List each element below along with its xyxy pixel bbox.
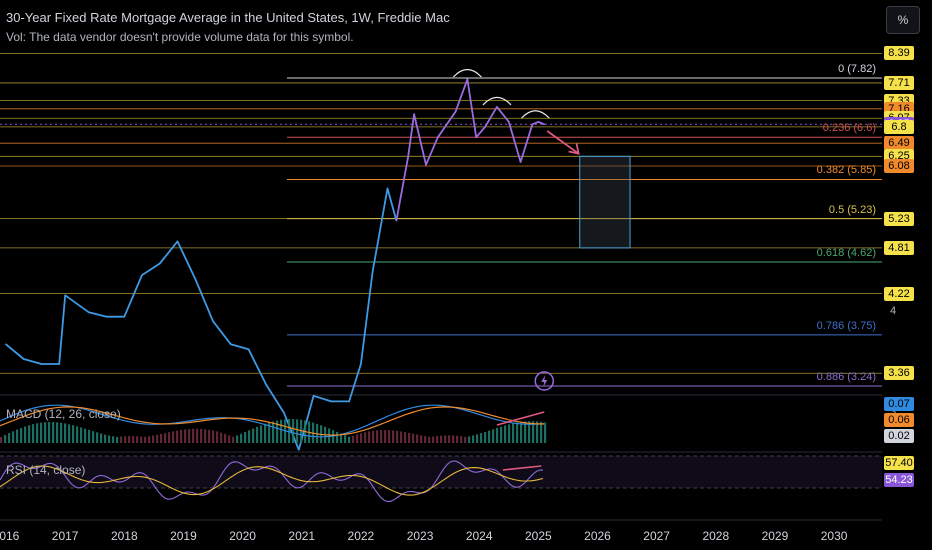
fib-label-4: 0.618 (4.62) [816, 246, 876, 259]
price-point-32 [484, 126, 486, 128]
x-tick-2023: 2023 [406, 529, 434, 543]
x-tick-2026: 2026 [584, 529, 611, 543]
volume-note: Vol: The data vendor doesn't provide vol… [6, 30, 354, 44]
price-point-5 [88, 311, 90, 314]
fib-label-0: 0 (7.82) [838, 63, 876, 75]
price-point-11 [194, 278, 197, 280]
price-point-38 [543, 123, 546, 126]
fib-label-1: 0.236 (6.6) [822, 122, 876, 135]
macd-badge-2: 0.02 [884, 429, 914, 443]
fib-label-6: 0.886 (3.24) [816, 371, 876, 383]
price-point-25 [407, 155, 410, 158]
x-tick-2020: 2020 [229, 529, 256, 543]
percent-scale-button[interactable]: % [886, 6, 920, 34]
projection-arrow [546, 130, 580, 155]
x-tick-2017: 2017 [51, 529, 79, 543]
price-badge-9: 6.08 [884, 158, 914, 173]
macd-badge-1: 0.06 [884, 413, 914, 427]
lightning-icon-bolt [541, 375, 548, 387]
price-point-10 [176, 240, 179, 243]
price-point-30 [466, 78, 469, 81]
peak-arc-2 [520, 110, 550, 119]
x-tick-2028: 2028 [702, 529, 730, 543]
price-point-27 [425, 164, 427, 166]
price-point-3 [58, 363, 61, 365]
price-point-2 [40, 363, 43, 365]
rsi-divergence-line [502, 465, 542, 471]
x-tick-2024: 2024 [465, 529, 493, 543]
price-badge-6: 6.8 [884, 119, 914, 134]
price-point-9 [158, 262, 161, 265]
price-point-16 [283, 412, 285, 414]
price-badge-13: 3.36 [884, 366, 914, 381]
peak-arc-1 [482, 96, 512, 106]
price-badge-0: 8.39 [884, 46, 914, 61]
price-point-4 [64, 294, 66, 297]
price-point-22 [371, 270, 374, 272]
x-tick-2019: 2019 [170, 529, 197, 543]
y-tick-0: 4 [890, 305, 897, 318]
y-tick-1: 3 [890, 405, 897, 418]
lightning-icon [534, 371, 555, 391]
macd-signal-line [0, 406, 545, 436]
price-point-14 [247, 348, 250, 350]
rsi-label[interactable]: RSI (14, close) [6, 463, 86, 477]
price-point-7 [123, 315, 126, 318]
price-point-34 [507, 120, 510, 123]
price-point-36 [531, 123, 534, 126]
x-tick-2016: 2016 [0, 529, 20, 543]
price-point-18 [312, 395, 315, 397]
fib-label-5: 0.786 (3.75) [816, 319, 876, 332]
price-point-23 [386, 187, 389, 190]
price-badge-7: 6.49 [884, 136, 914, 151]
price-point-12 [212, 320, 214, 322]
price-point-31 [475, 136, 478, 139]
macd-divergence-line [496, 411, 545, 426]
projection-box [579, 155, 631, 249]
price-point-17 [297, 448, 300, 451]
macd-histogram [0, 419, 547, 443]
price-badge-12: 4.22 [884, 286, 914, 301]
price-point-28 [436, 136, 439, 139]
price-point-26 [413, 113, 415, 116]
price-badge-1: 7.71 [884, 75, 914, 90]
rsi-line [0, 460, 544, 502]
x-tick-2027: 2027 [643, 529, 670, 543]
x-tick-2025: 2025 [524, 529, 552, 543]
price-point-37 [537, 120, 540, 123]
chart-title: 30-Year Fixed Rate Mortgage Average in t… [6, 10, 450, 25]
x-tick-2029: 2029 [761, 529, 789, 543]
x-tick-2021: 2021 [288, 529, 316, 543]
price-point-33 [496, 106, 498, 108]
price-point-8 [141, 274, 143, 276]
price-point-35 [519, 161, 522, 163]
price-point-0 [5, 343, 7, 346]
macd-badge-0: 0.07 [884, 397, 914, 411]
price-point-29 [454, 110, 457, 113]
price-point-15 [265, 384, 268, 386]
rsi-badge-0: 57.40 [884, 456, 914, 470]
price-point-20 [348, 400, 350, 403]
price-point-21 [360, 363, 362, 365]
price-badge-10: 5.23 [884, 211, 914, 226]
macd-label[interactable]: MACD (12, 26, close) [6, 407, 121, 421]
x-tick-2022: 2022 [347, 529, 375, 543]
price-point-19 [330, 400, 333, 403]
fib-label-2: 0.382 (5.85) [816, 164, 876, 177]
price-point-13 [229, 343, 232, 346]
fib-label-3: 0.5 (5.23) [828, 203, 876, 216]
x-tick-2018: 2018 [110, 529, 138, 543]
rsi-badge-1: 54.23 [884, 473, 914, 487]
price-point-24 [395, 219, 398, 222]
rsi-ma-line [0, 465, 544, 496]
projection-arrowhead [568, 143, 580, 155]
x-tick-2030: 2030 [820, 529, 848, 543]
price-point-6 [105, 315, 108, 318]
peak-arc-0 [452, 68, 482, 78]
price-point-1 [22, 358, 25, 360]
price-badge-11: 4.81 [884, 240, 914, 255]
